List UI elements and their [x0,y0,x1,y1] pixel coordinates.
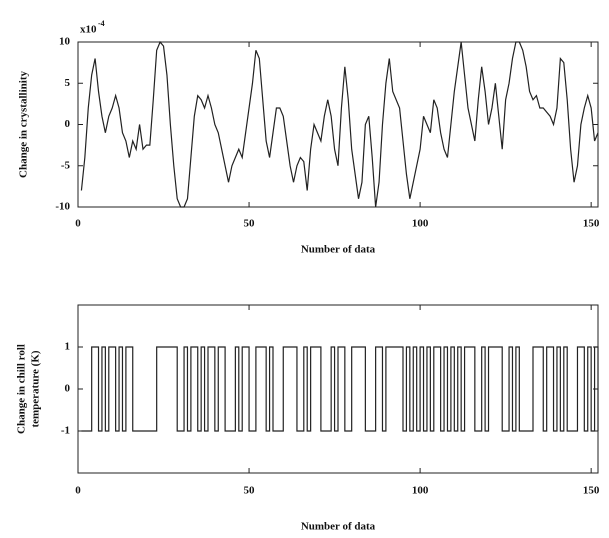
y-tick-label: 0 [65,383,71,395]
x-tick-label: 0 [75,218,81,230]
y-tick-label: 5 [65,77,71,89]
data-line [81,346,599,432]
y-tick-label: -5 [61,159,71,171]
x-tick-label: 0 [75,485,81,497]
y-axis-label: temperature (K) [30,350,42,427]
x-tick-label: 100 [412,218,429,230]
x-tick-label: 50 [244,218,256,230]
y-exponent: -4 [98,19,105,28]
x-axis-label: Number of data [301,521,376,533]
y-tick-label: 1 [65,341,71,353]
x-tick-label: 100 [412,485,429,497]
y-multiplier: x10 [80,24,97,36]
y-tick-label: -10 [55,201,70,213]
x-tick-label: 150 [583,485,600,497]
y-axis-label: Change in chill roll [16,344,28,434]
x-tick-label: 150 [583,218,600,230]
y-tick-label: 10 [59,36,71,48]
y-tick-label: 0 [65,118,71,130]
y-tick-label: -1 [61,425,70,437]
x-tick-label: 50 [244,485,256,497]
y-axis-label: Change in crystallinity [18,71,30,178]
x-axis-label: Number of data [301,244,376,256]
data-line [80,40,599,208]
